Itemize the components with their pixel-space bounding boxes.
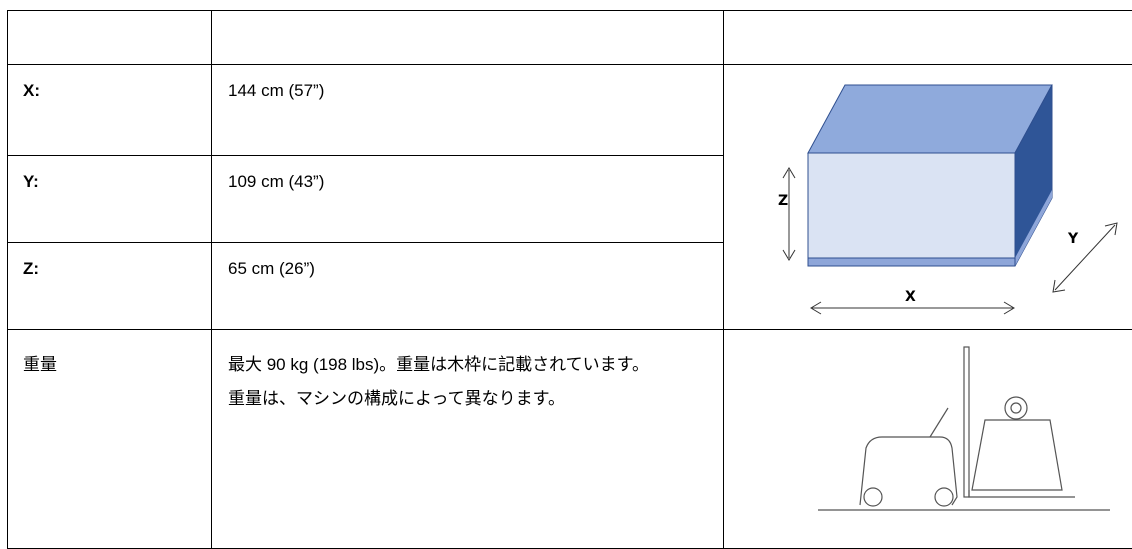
dim-label: X [905,289,916,305]
box-diagram: Z Y X [778,84,1118,315]
paragraph: 重量は、マシンの構成によって異なります。 [228,389,565,408]
dim-label: Z [778,193,788,209]
forklift-icon [818,346,1110,511]
paragraph: 最大 90 kg (198 lbs)。重量は木枠に記載されています。 [228,355,649,374]
page: X: 144 cm (57”) Y: 109 cm (43”) Z: 65 cm… [7,10,1132,549]
illustrations: Z Y X [778,84,1118,511]
dim-label: Y [1067,231,1079,247]
